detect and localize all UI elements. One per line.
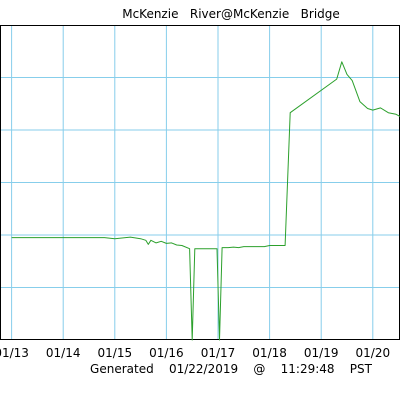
x-tick-label: 01/13: [0, 346, 29, 360]
x-tick-label: 01/15: [98, 346, 133, 360]
series-layer: [11, 61, 400, 341]
grid-lines: [0, 25, 400, 340]
x-tick-label: 01/19: [304, 346, 339, 360]
x-axis-tick-labels: 01/13 01/14 01/15 01/16 01/17 01/18 01/19 01/20…: [0, 346, 391, 360]
x-tick-label: 01/16: [149, 346, 184, 360]
x-tick-label: 01/18: [252, 346, 287, 360]
generated-timestamp: Generated 01/22/2019 @ 11:29:48 PST: [90, 362, 373, 376]
series-line-0: [11, 61, 400, 341]
chart-title: McKenzie River@McKenzie Bridge: [122, 7, 340, 21]
x-tick-label: 01/14: [46, 346, 81, 360]
x-tick-label: 01/20: [356, 346, 391, 360]
x-tick-label: 01/17: [201, 346, 236, 360]
